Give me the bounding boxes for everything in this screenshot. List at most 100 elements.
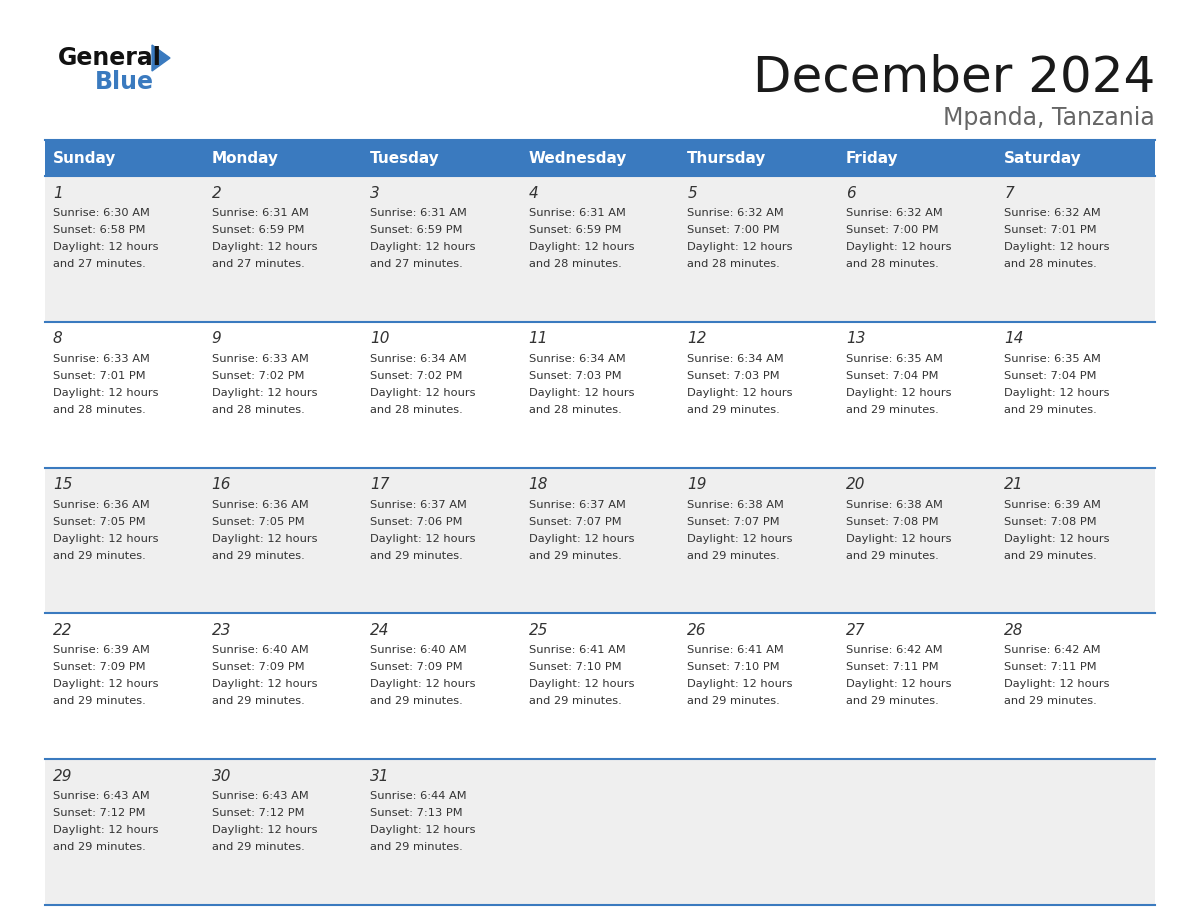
- Text: 6: 6: [846, 185, 855, 200]
- Text: Sunset: 7:02 PM: Sunset: 7:02 PM: [371, 371, 462, 381]
- Text: Blue: Blue: [95, 70, 154, 94]
- Text: Sunrise: 6:41 AM: Sunrise: 6:41 AM: [687, 645, 784, 655]
- Bar: [203, 322, 362, 467]
- Text: 31: 31: [371, 768, 390, 784]
- Bar: [838, 759, 997, 905]
- Text: 27: 27: [846, 623, 865, 638]
- Text: Sunrise: 6:32 AM: Sunrise: 6:32 AM: [687, 208, 784, 218]
- Text: Tuesday: Tuesday: [371, 151, 440, 165]
- Text: and 29 minutes.: and 29 minutes.: [53, 697, 146, 706]
- Text: Daylight: 12 hours: Daylight: 12 hours: [53, 387, 158, 397]
- Text: Daylight: 12 hours: Daylight: 12 hours: [529, 679, 634, 689]
- Text: Daylight: 12 hours: Daylight: 12 hours: [211, 679, 317, 689]
- Bar: [520, 613, 680, 759]
- Text: Sunrise: 6:41 AM: Sunrise: 6:41 AM: [529, 645, 625, 655]
- Text: Daylight: 12 hours: Daylight: 12 hours: [529, 533, 634, 543]
- Text: and 27 minutes.: and 27 minutes.: [371, 259, 463, 269]
- Text: Sunset: 7:00 PM: Sunset: 7:00 PM: [687, 225, 779, 235]
- Text: Sunrise: 6:38 AM: Sunrise: 6:38 AM: [687, 499, 784, 509]
- Text: Daylight: 12 hours: Daylight: 12 hours: [53, 825, 158, 835]
- Text: Daylight: 12 hours: Daylight: 12 hours: [211, 533, 317, 543]
- Text: Sunrise: 6:40 AM: Sunrise: 6:40 AM: [371, 645, 467, 655]
- Text: and 28 minutes.: and 28 minutes.: [846, 259, 939, 269]
- Text: Thursday: Thursday: [687, 151, 766, 165]
- Text: and 29 minutes.: and 29 minutes.: [53, 551, 146, 561]
- Bar: [362, 467, 520, 613]
- Text: Sunrise: 6:36 AM: Sunrise: 6:36 AM: [211, 499, 308, 509]
- Text: Daylight: 12 hours: Daylight: 12 hours: [687, 387, 792, 397]
- Text: Daylight: 12 hours: Daylight: 12 hours: [846, 533, 952, 543]
- Text: 30: 30: [211, 768, 230, 784]
- Text: Daylight: 12 hours: Daylight: 12 hours: [53, 679, 158, 689]
- Text: Sunset: 7:10 PM: Sunset: 7:10 PM: [687, 663, 779, 672]
- Bar: [997, 759, 1155, 905]
- Text: and 29 minutes.: and 29 minutes.: [687, 405, 781, 415]
- Text: Daylight: 12 hours: Daylight: 12 hours: [371, 387, 475, 397]
- Text: Sunset: 6:58 PM: Sunset: 6:58 PM: [53, 225, 145, 235]
- Bar: [362, 176, 520, 322]
- Text: Sunset: 7:01 PM: Sunset: 7:01 PM: [1004, 225, 1097, 235]
- Text: Sunset: 7:04 PM: Sunset: 7:04 PM: [1004, 371, 1097, 381]
- Text: Sunrise: 6:31 AM: Sunrise: 6:31 AM: [529, 208, 626, 218]
- Text: Sunrise: 6:43 AM: Sunrise: 6:43 AM: [211, 791, 308, 801]
- Text: Sunset: 7:12 PM: Sunset: 7:12 PM: [53, 808, 145, 818]
- Text: and 29 minutes.: and 29 minutes.: [53, 842, 146, 852]
- Text: and 28 minutes.: and 28 minutes.: [529, 259, 621, 269]
- Bar: [203, 613, 362, 759]
- Text: 3: 3: [371, 185, 380, 200]
- Text: Daylight: 12 hours: Daylight: 12 hours: [529, 387, 634, 397]
- Bar: [838, 322, 997, 467]
- Text: and 29 minutes.: and 29 minutes.: [1004, 405, 1097, 415]
- Bar: [680, 322, 838, 467]
- Bar: [520, 176, 680, 322]
- Text: and 28 minutes.: and 28 minutes.: [53, 405, 146, 415]
- Text: Daylight: 12 hours: Daylight: 12 hours: [687, 242, 792, 252]
- Text: Daylight: 12 hours: Daylight: 12 hours: [1004, 387, 1110, 397]
- Text: Daylight: 12 hours: Daylight: 12 hours: [846, 242, 952, 252]
- Text: Sunrise: 6:43 AM: Sunrise: 6:43 AM: [53, 791, 150, 801]
- Text: 12: 12: [687, 331, 707, 346]
- Text: Sunset: 7:08 PM: Sunset: 7:08 PM: [1004, 517, 1097, 527]
- Text: and 29 minutes.: and 29 minutes.: [687, 697, 781, 706]
- Text: and 29 minutes.: and 29 minutes.: [846, 697, 939, 706]
- Text: Sunset: 7:03 PM: Sunset: 7:03 PM: [687, 371, 779, 381]
- Text: Sunset: 6:59 PM: Sunset: 6:59 PM: [211, 225, 304, 235]
- Bar: [838, 176, 997, 322]
- Text: 14: 14: [1004, 331, 1024, 346]
- Text: 18: 18: [529, 477, 548, 492]
- Text: Sunset: 7:11 PM: Sunset: 7:11 PM: [1004, 663, 1097, 672]
- Text: 29: 29: [53, 768, 72, 784]
- Text: Sunrise: 6:33 AM: Sunrise: 6:33 AM: [211, 353, 309, 364]
- Text: Sunrise: 6:39 AM: Sunrise: 6:39 AM: [1004, 499, 1101, 509]
- Bar: [203, 176, 362, 322]
- Text: Daylight: 12 hours: Daylight: 12 hours: [211, 242, 317, 252]
- Bar: [520, 467, 680, 613]
- Text: Daylight: 12 hours: Daylight: 12 hours: [1004, 533, 1110, 543]
- Text: and 28 minutes.: and 28 minutes.: [211, 405, 304, 415]
- Bar: [45, 140, 1155, 176]
- Text: Daylight: 12 hours: Daylight: 12 hours: [846, 679, 952, 689]
- Text: Sunset: 7:02 PM: Sunset: 7:02 PM: [211, 371, 304, 381]
- Text: and 28 minutes.: and 28 minutes.: [529, 405, 621, 415]
- Text: 15: 15: [53, 477, 72, 492]
- Text: Sunrise: 6:33 AM: Sunrise: 6:33 AM: [53, 353, 150, 364]
- Text: Sunset: 7:08 PM: Sunset: 7:08 PM: [846, 517, 939, 527]
- Text: Wednesday: Wednesday: [529, 151, 627, 165]
- Text: 10: 10: [371, 331, 390, 346]
- Text: 1: 1: [53, 185, 63, 200]
- Text: 4: 4: [529, 185, 538, 200]
- Text: December 2024: December 2024: [753, 54, 1155, 102]
- Text: and 29 minutes.: and 29 minutes.: [1004, 551, 1097, 561]
- Bar: [520, 322, 680, 467]
- Text: Sunset: 7:06 PM: Sunset: 7:06 PM: [371, 517, 462, 527]
- Text: Sunrise: 6:34 AM: Sunrise: 6:34 AM: [371, 353, 467, 364]
- Text: Sunset: 7:05 PM: Sunset: 7:05 PM: [211, 517, 304, 527]
- Bar: [362, 322, 520, 467]
- Bar: [45, 467, 203, 613]
- Text: Sunset: 7:10 PM: Sunset: 7:10 PM: [529, 663, 621, 672]
- Text: Sunrise: 6:31 AM: Sunrise: 6:31 AM: [211, 208, 309, 218]
- Polygon shape: [152, 45, 170, 71]
- Text: and 29 minutes.: and 29 minutes.: [211, 551, 304, 561]
- Text: Daylight: 12 hours: Daylight: 12 hours: [371, 679, 475, 689]
- Text: and 28 minutes.: and 28 minutes.: [371, 405, 463, 415]
